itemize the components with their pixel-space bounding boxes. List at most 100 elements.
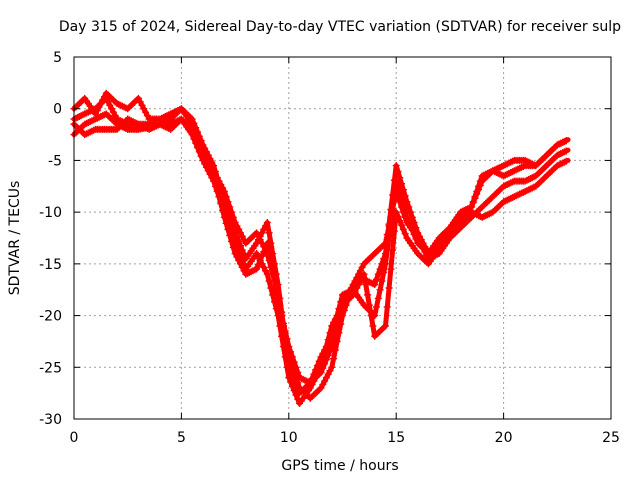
data-point-marker: [467, 203, 475, 211]
data-point-marker: [337, 308, 345, 316]
data-point-marker: [398, 180, 406, 188]
data-point-marker: [228, 237, 236, 245]
data-point-marker: [294, 368, 302, 376]
data-point-marker: [219, 206, 227, 214]
plot-series: [70, 89, 571, 407]
y-tick-label: -5: [48, 153, 62, 169]
data-point-marker: [394, 168, 402, 176]
data-point-marker: [263, 239, 271, 247]
axis-ticks: 0 5 10 15 20 25 5 0 -5 -10 -15 -20 -25 -30: [39, 50, 620, 446]
data-point-marker: [290, 358, 298, 366]
data-point-marker: [236, 242, 244, 250]
data-point-marker: [288, 372, 296, 380]
data-point-marker: [283, 335, 291, 343]
data-point-marker: [211, 179, 219, 187]
chart-title: Day 315 of 2024, Sidereal Day-to-day VTE…: [59, 19, 621, 35]
x-tick-label: 10: [280, 430, 298, 446]
data-point-marker: [335, 315, 343, 323]
data-point-marker: [378, 277, 386, 285]
data-point-marker: [371, 312, 379, 320]
data-point-marker: [380, 255, 388, 263]
data-point-marker: [294, 385, 302, 393]
data-point-marker: [263, 270, 271, 278]
data-point-marker: [412, 224, 420, 232]
y-tick-label: 5: [53, 50, 62, 66]
data-point-marker: [287, 368, 295, 376]
data-point-marker: [231, 229, 239, 237]
data-point-marker: [267, 258, 275, 266]
data-point-marker: [315, 357, 323, 365]
y-tick-label: -25: [39, 360, 62, 376]
data-point-marker: [229, 224, 237, 232]
data-point-marker: [195, 143, 203, 151]
data-point-marker: [374, 294, 382, 302]
data-point-marker: [292, 381, 300, 389]
data-point-marker: [226, 231, 234, 239]
data-point-marker: [405, 218, 413, 226]
data-point-marker: [290, 376, 298, 384]
data-point-marker: [285, 343, 293, 351]
data-point-marker: [272, 287, 280, 295]
data-point-marker: [387, 265, 395, 273]
data-point-marker: [192, 134, 200, 142]
data-point-marker: [317, 368, 325, 376]
data-point-marker: [215, 193, 223, 201]
data-point-marker: [321, 360, 329, 368]
data-point-marker: [228, 218, 236, 226]
data-point-marker: [294, 395, 302, 403]
data-point-marker: [319, 364, 327, 372]
data-point-marker: [475, 186, 483, 194]
data-point-marker: [396, 174, 404, 182]
y-axis-label: SDTVAR / TECUs: [7, 181, 23, 296]
data-point-marker: [381, 250, 389, 258]
data-point-marker: [562, 137, 570, 145]
y-tick-label: 0: [53, 102, 62, 118]
data-point-marker: [471, 194, 479, 202]
data-point-marker: [385, 284, 393, 292]
data-point-marker: [371, 281, 379, 289]
data-point-marker: [390, 176, 398, 184]
data-point-marker: [383, 303, 391, 311]
x-tick-label: 20: [495, 430, 513, 446]
data-point-marker: [376, 286, 384, 294]
data-point-marker: [292, 363, 300, 371]
data-point-marker: [285, 363, 293, 371]
data-point-marker: [328, 343, 336, 351]
data-point-marker: [383, 235, 391, 243]
data-point-marker: [253, 265, 261, 273]
data-point-marker: [410, 218, 418, 226]
data-point-marker: [374, 270, 382, 278]
data-point-marker: [260, 248, 268, 256]
data-point-marker: [401, 230, 409, 238]
plot-frame: [73, 56, 612, 420]
data-point-marker: [190, 119, 198, 127]
data-point-marker: [313, 362, 321, 370]
data-point-marker: [287, 348, 295, 356]
data-point-marker: [322, 356, 330, 364]
data-point-marker: [188, 125, 196, 133]
x-tick-label: 0: [70, 430, 79, 446]
data-point-marker: [235, 237, 243, 245]
data-point-marker: [331, 329, 339, 337]
data-point-marker: [258, 252, 266, 260]
x-axis-label: GPS time / hours: [281, 458, 398, 474]
data-point-marker: [270, 277, 278, 285]
series-trace: [71, 116, 571, 386]
y-tick-label: -20: [39, 309, 62, 325]
data-point-marker: [376, 265, 384, 273]
data-point-marker: [276, 304, 284, 312]
data-point-marker: [190, 130, 198, 138]
series-track-c: [70, 89, 571, 397]
data-point-marker: [392, 162, 400, 170]
data-point-marker: [267, 284, 275, 292]
data-point-marker: [263, 218, 271, 226]
data-point-marker: [396, 217, 404, 225]
data-point-marker: [188, 115, 196, 123]
data-point-marker: [469, 199, 477, 207]
data-point-marker: [369, 322, 377, 330]
data-point-marker: [229, 243, 237, 251]
data-point-marker: [378, 260, 386, 268]
x-tick-label: 5: [177, 430, 186, 446]
data-point-marker: [213, 186, 221, 194]
